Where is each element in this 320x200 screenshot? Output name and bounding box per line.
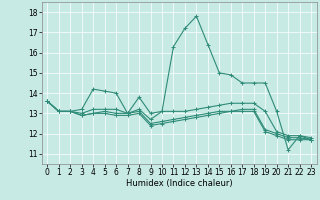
X-axis label: Humidex (Indice chaleur): Humidex (Indice chaleur) xyxy=(126,179,233,188)
